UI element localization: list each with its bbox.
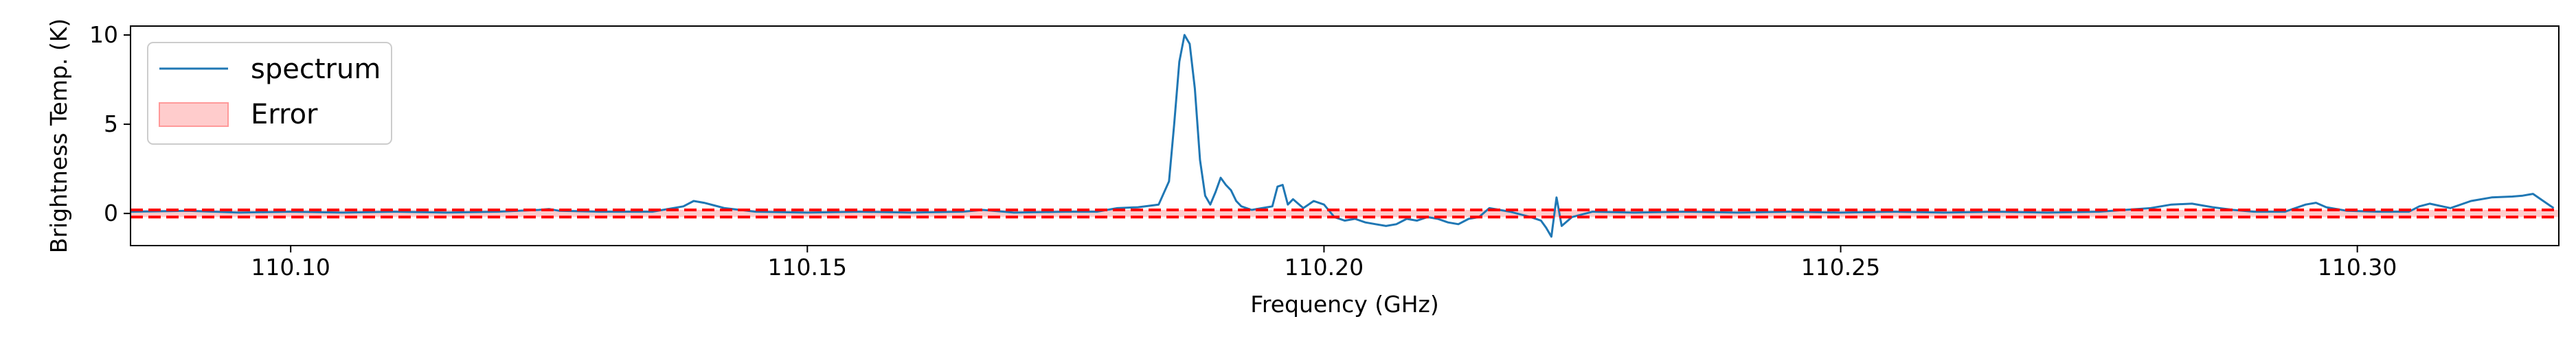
y-axis: 0 5 10: [89, 21, 131, 226]
x-tick-label: 110.30: [2318, 254, 2397, 281]
legend: spectrum Error: [147, 42, 392, 145]
plot-area: [130, 25, 2560, 246]
y-tick-label: 10: [89, 21, 118, 48]
plot-content: [131, 34, 2559, 238]
error-band: [131, 209, 2559, 217]
x-tick-label: 110.25: [1801, 254, 1880, 281]
x-tick-label: 110.20: [1285, 254, 1364, 281]
y-tick-label: 5: [104, 110, 118, 137]
series-line-spectrum: [131, 34, 2555, 238]
legend-label-error: Error: [251, 99, 318, 130]
x-axis-label: Frequency (GHz): [1250, 291, 1438, 318]
x-tick-label: 110.15: [768, 254, 847, 281]
x-tick-label: 110.10: [251, 254, 330, 281]
legend-swatch-error: [159, 102, 229, 127]
y-tick-label: 0: [104, 200, 118, 226]
axes-frame: [130, 25, 2560, 246]
x-axis: 110.10 110.15 110.20 110.25 110.30: [251, 246, 2397, 281]
y-axis-label: Brightness Temp. (K): [45, 19, 72, 254]
legend-label-spectrum: spectrum: [251, 54, 381, 85]
